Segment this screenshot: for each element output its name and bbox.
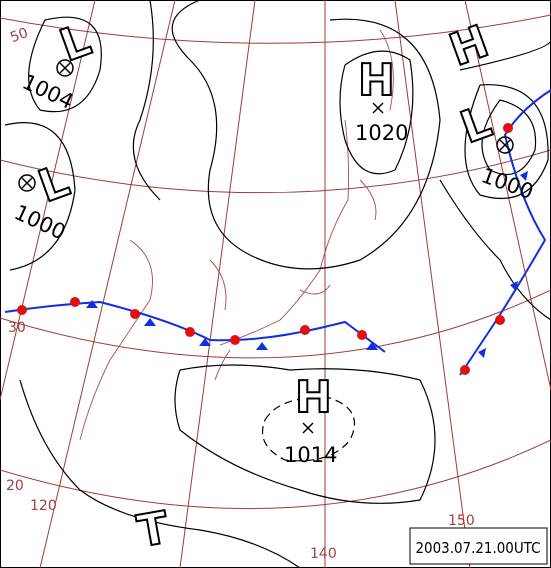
isobars — [4, 0, 551, 568]
system-symbol: H — [358, 55, 395, 106]
lat-label: 50 — [8, 25, 30, 46]
lon-label: 140 — [310, 546, 337, 562]
lon-label: 150 — [448, 513, 475, 529]
system-symbol: H — [295, 372, 332, 423]
lon-label: 120 — [30, 498, 57, 514]
lat-label: 30 — [8, 320, 26, 336]
lat-label: 20 — [6, 478, 24, 494]
pressure-label: 1020 — [355, 121, 408, 145]
timestamp-box — [409, 527, 548, 565]
fronts — [4, 89, 551, 376]
timestamp: 2003.07.21.00UTC — [416, 539, 541, 557]
pressure-label: 1014 — [284, 443, 337, 467]
centers — [18, 59, 514, 434]
